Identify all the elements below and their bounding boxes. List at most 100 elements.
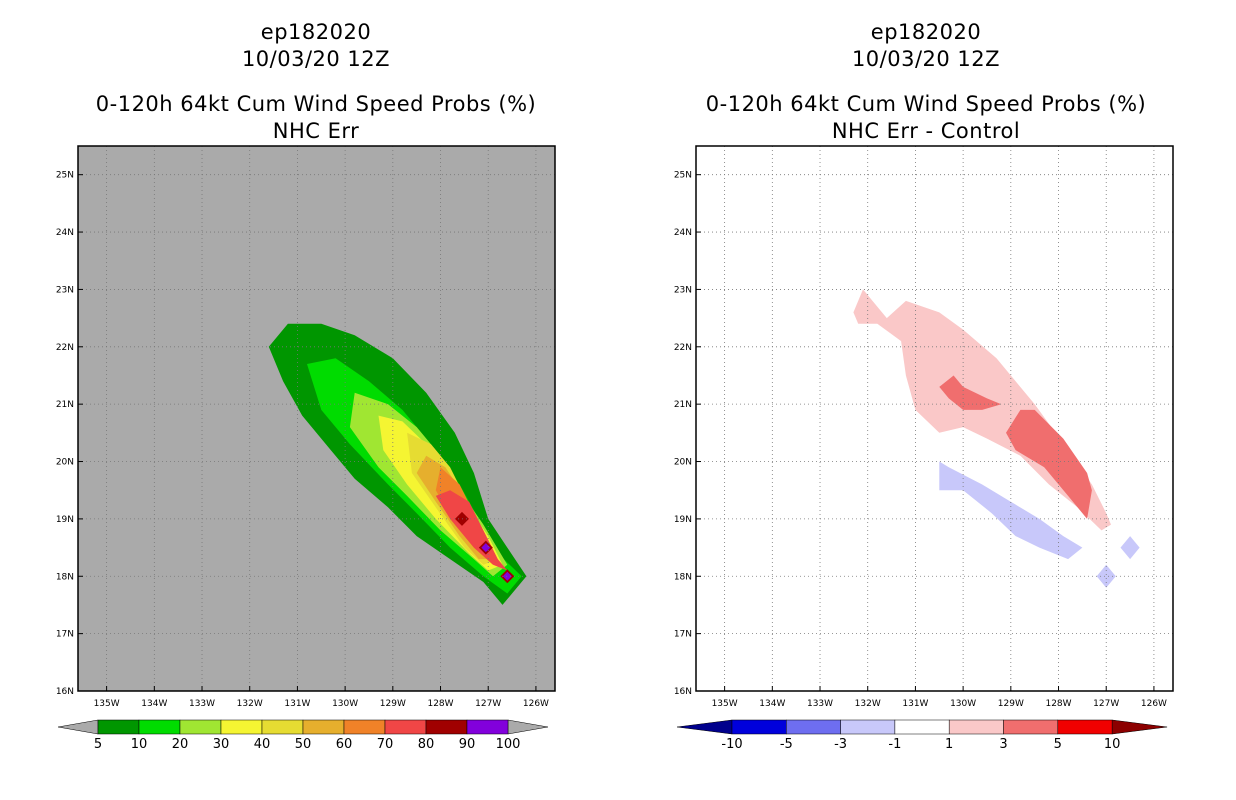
right-lat-label: 20N [674,458,692,468]
right-map-frame [695,145,1174,692]
right-subtitle: NHC Err - Control [831,119,1021,143]
right-colorbar-swatch [786,719,841,735]
left-lon-label: 127W [475,699,501,709]
right-colorbar-label: -3 [834,737,847,752]
left-colorbar-label: 60 [336,737,353,752]
left-colorbar-swatch [466,719,509,735]
left-lat-label: 22N [56,343,74,353]
left-lat-label: 20N [56,458,74,468]
left-peak-marker-90-1 [502,571,512,581]
right-colorbar-swatch [894,719,950,735]
right-colorbar-swatch [1057,719,1113,735]
right-date: 10/03/20 12Z [851,47,1001,71]
left-lon-label: 133W [189,699,215,709]
right-lat-label: 24N [674,228,692,238]
left-date: 10/03/20 12Z [241,47,391,71]
right-contour--1-4 [1120,536,1140,560]
left-lat-label: 19N [56,515,74,525]
left-colorbar-swatch [97,719,140,735]
right-lat-label: 17N [674,630,692,640]
left-peak-marker-80-0 [454,511,469,526]
left-colorbar-swatch [384,719,427,735]
right-colorbar: -10 -5 -3 -1 1 3 5 10 [676,719,1168,752]
left-map-frame [77,145,556,692]
left-lat-label: 23N [56,285,74,295]
right-lon-label: 126W [1141,699,1167,709]
right-colorbar-swatch [1003,719,1059,735]
left-colorbar-label: 70 [377,737,394,752]
left-colorbar-label: 5 [94,737,102,752]
left-lon-label: 131W [284,699,310,709]
left-colorbar-swatch [261,719,304,735]
left-colorbar-high-arrow [507,719,549,735]
right-lon-label: 128W [1045,699,1071,709]
left-lat-label: 21N [56,400,74,410]
right-colorbar-swatch [731,719,787,735]
left-lon-label: 128W [427,699,453,709]
left-colorbar-swatch [425,719,468,735]
right-contour--1-5 [1096,564,1116,588]
left-colorbar-low-arrow [57,719,99,735]
left-subtitle: NHC Err [272,119,360,143]
right-colorbar-label: 3 [999,737,1007,752]
left-lat-label: 25N [56,171,74,181]
left-lat-label: 18N [56,572,74,582]
right-lat-label: 21N [674,400,692,410]
left-colorbar-label: 100 [496,737,521,752]
right-lat-label: 22N [674,343,692,353]
right-colorbar-label: -5 [780,737,793,752]
right-lat-label: 23N [674,285,692,295]
right-contour-3-1 [939,375,1002,410]
right-colorbar-label: 10 [1104,737,1121,752]
right-lat-label: 18N [674,572,692,582]
left-colorbar-swatch [220,719,263,735]
right-colorbar-label: -10 [721,737,742,752]
left-colorbar-label: 30 [213,737,230,752]
right-title: 0-120h 64kt Cum Wind Speed Probs (%) [705,92,1147,116]
left-colorbar-swatch [179,719,222,735]
left-lat-label: 24N [56,228,74,238]
left-colorbar-label: 20 [172,737,189,752]
right-colorbar-high-arrow [1111,719,1168,735]
left-title: 0-120h 64kt Cum Wind Speed Probs (%) [95,92,537,116]
left-lat-label: 16N [56,687,74,697]
left-lon-label: 129W [380,699,406,709]
right-colorbar-label: 5 [1054,737,1062,752]
left-colorbar-label: 50 [295,737,312,752]
left-lon-label: 130W [332,699,358,709]
left-colorbar-label: 40 [254,737,271,752]
left-lon-label: 132W [237,699,263,709]
right-lon-label: 133W [807,699,833,709]
right-lon-label: 132W [855,699,881,709]
left-colorbar-swatch [138,719,181,735]
left-storm-id: ep182020 [260,20,372,44]
right-lon-label: 127W [1093,699,1119,709]
left-lon-label: 126W [523,699,549,709]
right-colorbar-low-arrow [676,719,733,735]
right-lat-label: 19N [674,515,692,525]
right-lon-label: 134W [759,699,785,709]
right-storm-id: ep182020 [870,20,982,44]
left-lat-label: 17N [56,630,74,640]
right-colorbar-label: 1 [945,737,953,752]
left-lon-label: 134W [141,699,167,709]
right-lat-label: 25N [674,171,692,181]
right-colorbar-swatch [840,719,896,735]
right-contour-3-2 [1006,409,1092,519]
left-colorbar-label: 80 [418,737,435,752]
right-colorbar-swatch [948,719,1004,735]
right-lon-label: 130W [950,699,976,709]
left-colorbar-swatch [343,719,386,735]
left-colorbar: 5 10 20 30 40 50 60 70 80 90 100 [57,719,549,752]
right-map-panel: 25N 24N 23N 22N 21N 20N 19N 18N 17N 16N 135W 134W 13… [674,145,1174,709]
left-peak-marker-90-0 [481,543,491,553]
left-colorbar-label: 90 [459,737,476,752]
left-colorbar-label: 10 [131,737,148,752]
right-colorbar-label: -1 [888,737,901,752]
right-lat-label: 16N [674,687,692,697]
right-lon-label: 131W [902,699,928,709]
left-map-panel: 25N 24N 23N 22N 21N 20N 19N 18N 17N 16N 135W 134W 13… [56,145,556,709]
right-lon-label: 135W [712,699,738,709]
right-lon-label: 129W [998,699,1024,709]
